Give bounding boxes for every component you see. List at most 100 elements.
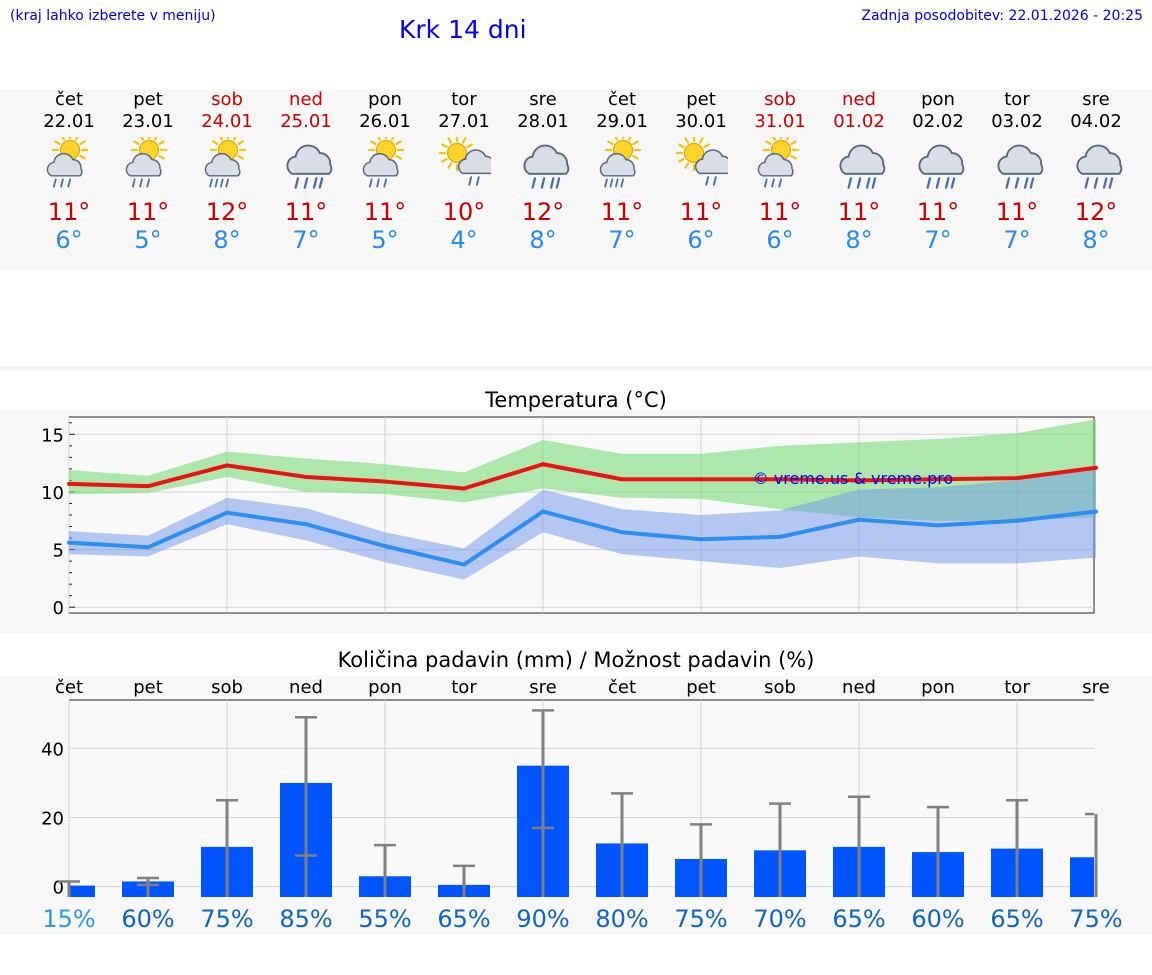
max-temperature-point (699, 477, 703, 482)
forecast-day-name: sob (211, 89, 243, 110)
precipitation-tick-label: 40 (41, 739, 64, 760)
forecast-day-name: pet (133, 89, 163, 110)
temperature-tick-label: 15 (41, 425, 64, 446)
forecast-day-name: sre (529, 89, 557, 110)
min-temperature-point (225, 510, 229, 515)
precipitation-probability: 75% (1069, 905, 1122, 933)
max-temperature-point (67, 481, 71, 486)
forecast-date: 03.02 (991, 111, 1043, 132)
forecast-date: 27.01 (438, 111, 490, 132)
min-temperature-point (146, 545, 150, 550)
sun-cloud-heavy-rain-icon (200, 137, 254, 191)
precipitation-chart-title: Količina padavin (mm) / Možnost padavin … (337, 648, 815, 672)
forecast-date: 02.02 (912, 111, 964, 132)
min-temperature-point (1094, 509, 1098, 514)
min-temperature-point (1015, 518, 1019, 523)
precipitation-day-label: pet (133, 677, 163, 698)
temperature-tick-label: 0 (53, 598, 64, 619)
forecast-date: 26.01 (359, 111, 411, 132)
page-title: Krk 14 dni (399, 15, 527, 44)
min-temperature-point (304, 522, 308, 527)
min-temperature-point (857, 517, 861, 522)
max-temperature-point (1015, 476, 1019, 481)
forecast-day-name: sob (764, 89, 796, 110)
max-temperature-point (541, 462, 545, 467)
precipitation-day-label: tor (451, 677, 477, 698)
precipitation-probability: 75% (200, 905, 253, 933)
precipitation-day-label: sre (1082, 677, 1109, 698)
forecast-min-temp: 7° (1003, 226, 1031, 254)
forecast-max-temp: 11° (837, 198, 881, 226)
forecast-date: 29.01 (596, 111, 648, 132)
precipitation-probability: 85% (279, 905, 332, 933)
min-temperature-point (778, 534, 782, 539)
forecast-min-temp: 8° (529, 226, 557, 254)
precipitation-day-label: pon (921, 677, 955, 698)
precipitation-probability: 80% (595, 905, 648, 933)
min-temperature-point (383, 544, 387, 549)
forecast-max-temp: 11° (995, 198, 1039, 226)
precipitation-probability: 65% (437, 905, 490, 933)
forecast-min-temp: 7° (924, 226, 952, 254)
max-temperature-point (225, 463, 229, 468)
forecast-day-name: pet (686, 89, 716, 110)
precipitation-day-label: pet (686, 677, 716, 698)
forecast-day-name: čet (607, 89, 637, 110)
max-temperature-point (383, 479, 387, 484)
precipitation-day-label: čet (608, 677, 636, 698)
forecast-date: 22.01 (43, 111, 95, 132)
forecast-date: 04.02 (1070, 111, 1122, 132)
precipitation-day-label: čet (55, 677, 83, 698)
forecast-min-temp: 5° (371, 226, 399, 254)
forecast-date: 01.02 (833, 111, 885, 132)
forecast-day-name: ned (842, 89, 876, 110)
temperature-chart-title: Temperatura (°C) (485, 388, 667, 412)
forecast-date: 24.01 (201, 111, 253, 132)
precipitation-day-label: tor (1004, 677, 1030, 698)
precipitation-probability: 65% (832, 905, 885, 933)
forecast-max-temp: 11° (126, 198, 170, 226)
sun-cloud-heavy-rain-icon (595, 137, 649, 191)
cloud-rain-icon (516, 137, 570, 191)
max-temperature-point (304, 474, 308, 479)
forecast-min-temp: 4° (450, 226, 478, 254)
precipitation-day-label: sob (764, 677, 796, 698)
forecast-max-temp: 10° (442, 198, 486, 226)
precipitation-day-label: sob (211, 677, 243, 698)
sun-cloud-light-rain-icon (674, 137, 728, 191)
precipitation-probability: 65% (990, 905, 1043, 933)
forecast-max-temp: 12° (1074, 198, 1118, 226)
forecast-max-temp: 11° (679, 198, 723, 226)
cloud-rain-icon (279, 137, 333, 191)
forecast-max-temp: 11° (600, 198, 644, 226)
forecast-max-temp: 11° (363, 198, 407, 226)
cloud-rain-icon (832, 137, 886, 191)
forecast-max-temp: 11° (284, 198, 328, 226)
forecast-date: 28.01 (517, 111, 569, 132)
cloud-rain-icon (990, 137, 1044, 191)
forecast-min-temp: 7° (608, 226, 636, 254)
precipitation-probability: 60% (121, 905, 174, 933)
sun-cloud-rain-icon (42, 137, 96, 191)
header-left-note[interactable]: (kraj lahko izberete v meniju) (10, 8, 216, 24)
forecast-date: 23.01 (122, 111, 174, 132)
forecast-day-name: tor (1004, 89, 1030, 110)
forecast-date: 30.01 (675, 111, 727, 132)
precipitation-probability: 55% (358, 905, 411, 933)
sun-cloud-light-rain-icon (437, 137, 491, 191)
forecast-day-name: pon (368, 89, 402, 110)
forecast-day-name: ned (289, 89, 323, 110)
last-updated: Zadnja posodobitev: 22.01.2026 - 20:25 (861, 8, 1143, 24)
precipitation-probability: 90% (516, 905, 569, 933)
forecast-min-temp: 6° (766, 226, 794, 254)
forecast-day-name: čet (54, 89, 84, 110)
cloud-rain-icon (1069, 137, 1123, 191)
max-temperature-point (146, 484, 150, 489)
forecast-min-temp: 8° (845, 226, 873, 254)
forecast-min-temp: 6° (55, 226, 83, 254)
forecast-day-name: tor (451, 89, 477, 110)
min-temperature-point (699, 537, 703, 542)
max-temperature-point (936, 477, 940, 482)
precipitation-bar (1070, 857, 1094, 897)
